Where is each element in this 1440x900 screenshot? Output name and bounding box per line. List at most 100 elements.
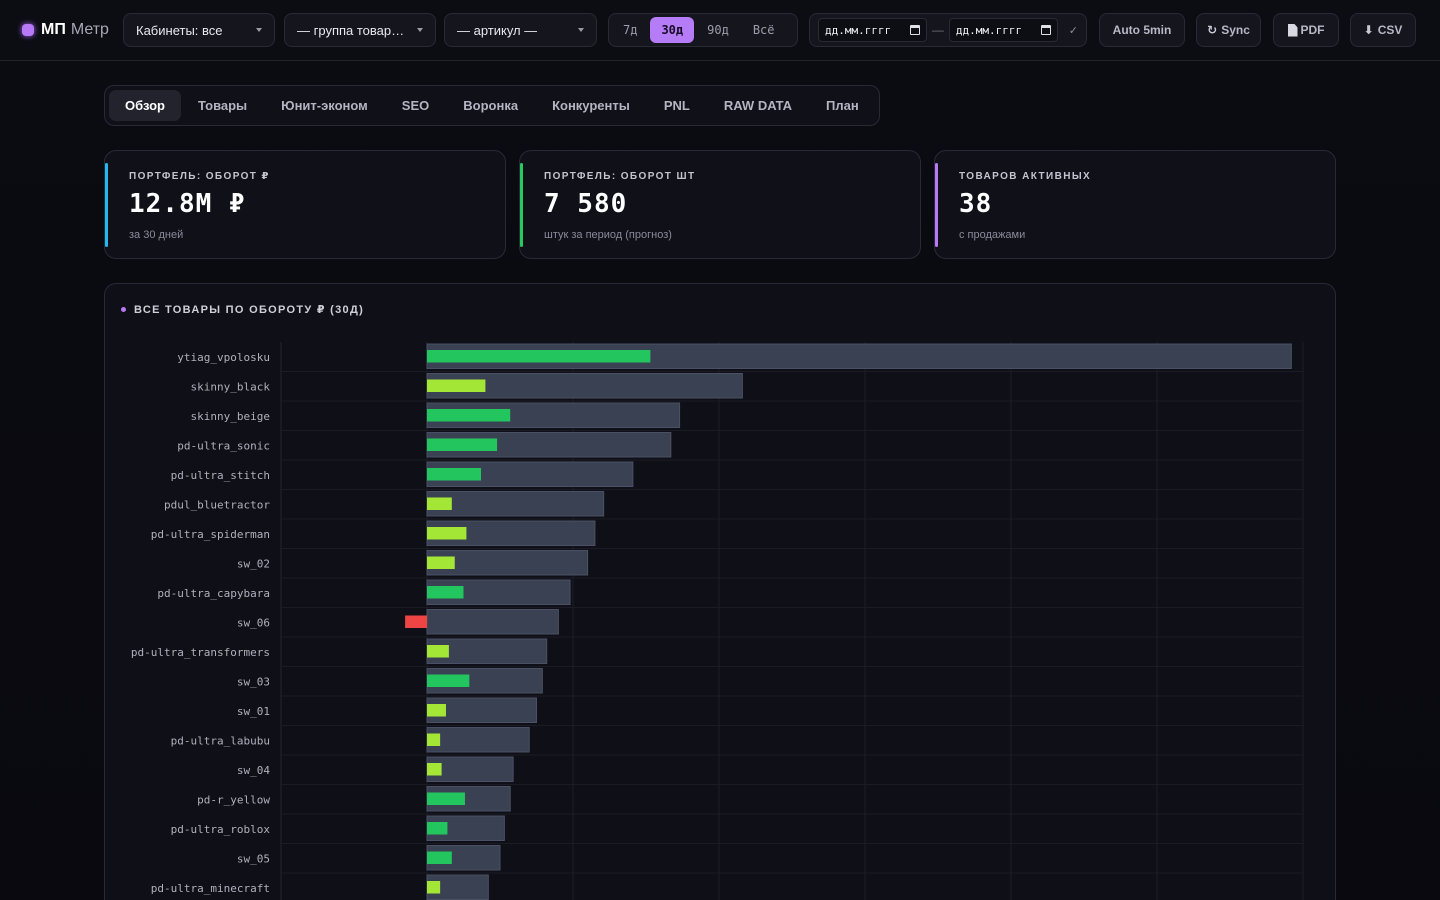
kpi-label: Портфель: оборот ₽	[129, 171, 270, 182]
kpi-accent-bar	[520, 163, 523, 247]
brand-dot-icon	[22, 24, 34, 36]
category-label: pd-ultra_spiderman	[151, 528, 270, 541]
cabinets-select[interactable]: Кабинеты: все	[123, 13, 275, 47]
pdf-export-button[interactable]: PDF	[1273, 13, 1339, 47]
brand-primary: МП	[41, 21, 66, 38]
margin-bar[interactable]	[427, 851, 452, 865]
category-label: pd-ultra_capybara	[157, 587, 270, 600]
brand-secondary: Метр	[70, 21, 109, 38]
category-label: skinny_beige	[191, 410, 270, 423]
document-icon	[1287, 23, 1298, 37]
kpi-value: 12.8M ₽	[129, 189, 246, 219]
category-label: pd-ultra_transformers	[131, 646, 270, 659]
period-30d[interactable]: 30д	[650, 17, 695, 43]
margin-bar[interactable]	[427, 379, 486, 393]
margin-bar[interactable]	[427, 645, 449, 658]
top-bar: МП Метр Кабинеты: все — группа товар… — …	[0, 0, 1440, 61]
kpi-accent-bar	[935, 163, 938, 247]
period-90d[interactable]: 90д	[707, 23, 729, 37]
kpi-value: 7 580	[544, 189, 628, 219]
tab-pnl[interactable]: PNL	[663, 98, 690, 113]
sync-button[interactable]: ↻ Sync	[1196, 13, 1261, 47]
tab-funnel[interactable]: Воронка	[463, 98, 519, 113]
margin-bar[interactable]	[427, 586, 464, 599]
auto-refresh-label: Auto 5min	[1112, 23, 1172, 37]
revenue-bar-chart: ytiag_vpolosku skinny_black skinny_beigepd…	[131, 342, 1304, 900]
chart-panel-title: ВСЕ ТОВАРЫ ПО ОБОРОТУ ₽ (30Д)	[121, 303, 364, 316]
csv-export-button[interactable]: ⬇ CSV	[1350, 13, 1416, 47]
margin-bar[interactable]	[427, 881, 441, 894]
article-select[interactable]: — артикул —	[444, 13, 597, 47]
brand-logo[interactable]: МП Метр	[22, 19, 109, 41]
calendar-icon[interactable]	[1040, 25, 1051, 35]
category-label: sw_04	[237, 764, 270, 777]
tab-raw-data[interactable]: RAW DATA	[723, 98, 792, 113]
chevron-down-icon	[578, 28, 584, 32]
margin-bar[interactable]	[427, 704, 446, 717]
kpi-label: Портфель: оборот шт	[544, 171, 696, 182]
kpi-subtitle: за 30 дней	[129, 229, 184, 241]
tab-overview[interactable]: Обзор	[109, 90, 181, 121]
kpi-card-units: Портфель: оборот шт 7 580 штук за период…	[519, 150, 921, 259]
calendar-icon[interactable]	[909, 25, 920, 35]
margin-bar[interactable]	[427, 763, 442, 776]
margin-bar[interactable]	[427, 409, 511, 422]
margin-bar[interactable]	[427, 497, 452, 511]
category-label: sw_05	[237, 852, 270, 865]
auto-refresh-button[interactable]: Auto 5min	[1099, 13, 1185, 47]
category-label: sw_02	[237, 557, 270, 570]
date-from-placeholder: дд.мм.гггг	[825, 23, 892, 37]
csv-label: CSV	[1377, 23, 1403, 37]
revenue-bar[interactable]	[426, 491, 605, 517]
margin-bar[interactable]	[427, 468, 482, 481]
period-all[interactable]: Всё	[752, 23, 775, 37]
margin-bar[interactable]	[405, 615, 427, 629]
category-label: sw_06	[237, 616, 270, 629]
date-from-input[interactable]: дд.мм.гггг	[818, 18, 927, 42]
margin-bar[interactable]	[427, 733, 441, 747]
kpi-card-active-products: Товаров активных 38 с продажами	[934, 150, 1336, 259]
group-select[interactable]: — группа товар…	[284, 13, 436, 47]
sync-icon: ↻	[1207, 23, 1218, 37]
tab-seo[interactable]: SEO	[401, 98, 430, 113]
period-switch: 7д 30д 90д Всё	[608, 13, 798, 47]
date-range: дд.мм.гггг — дд.мм.гггг ✓	[809, 13, 1087, 47]
kpi-value: 38	[959, 189, 993, 219]
margin-bar[interactable]	[427, 438, 498, 452]
revenue-bar[interactable]	[426, 609, 559, 635]
category-label: pd-ultra_roblox	[171, 823, 271, 836]
category-label: pd-r_yellow	[197, 793, 270, 806]
chart-title: ВСЕ ТОВАРЫ ПО ОБОРОТУ ₽ (30Д)	[134, 304, 365, 316]
chevron-down-icon	[417, 28, 423, 32]
kpi-subtitle: с продажами	[959, 229, 1026, 241]
date-to-input[interactable]: дд.мм.гггг	[948, 18, 1058, 42]
revenue-bar[interactable]	[426, 727, 530, 753]
margin-bar[interactable]	[427, 556, 455, 570]
margin-bar[interactable]	[427, 822, 448, 835]
margin-bar[interactable]	[427, 350, 651, 363]
kpi-label: Товаров активных	[959, 171, 1092, 182]
kpi-accent-bar	[105, 163, 108, 247]
article-select-value: — артикул —	[457, 22, 538, 38]
apply-dates-button[interactable]: ✓	[1068, 24, 1078, 37]
margin-bar[interactable]	[427, 792, 465, 806]
period-7d[interactable]: 7д	[623, 23, 638, 37]
bullet-dot-icon	[121, 307, 126, 312]
margin-bar[interactable]	[427, 527, 467, 540]
tab-competitors[interactable]: Конкуренты	[552, 98, 630, 113]
tab-plan[interactable]: План	[826, 98, 859, 113]
category-label: pd-ultra_sonic	[177, 439, 270, 452]
pdf-label: PDF	[1300, 23, 1325, 37]
category-label: pd-ultra_stitch	[171, 469, 270, 482]
main-tabs: Обзор Товары Юнит-эконом SEO Воронка Кон…	[104, 85, 880, 126]
category-label: skinny_black	[191, 380, 271, 393]
chevron-down-icon	[256, 28, 262, 32]
category-label: sw_03	[237, 675, 270, 688]
cabinets-select-value: Кабинеты: все	[136, 22, 223, 38]
margin-bar[interactable]	[427, 674, 470, 688]
tab-products[interactable]: Товары	[198, 98, 248, 113]
date-to-placeholder: дд.мм.гггг	[955, 23, 1023, 37]
category-label: ytiag_vpolosku	[177, 351, 270, 364]
tab-unit-economics[interactable]: Юнит-эконом	[281, 98, 368, 113]
category-label: pdul_bluetractor	[164, 498, 270, 511]
